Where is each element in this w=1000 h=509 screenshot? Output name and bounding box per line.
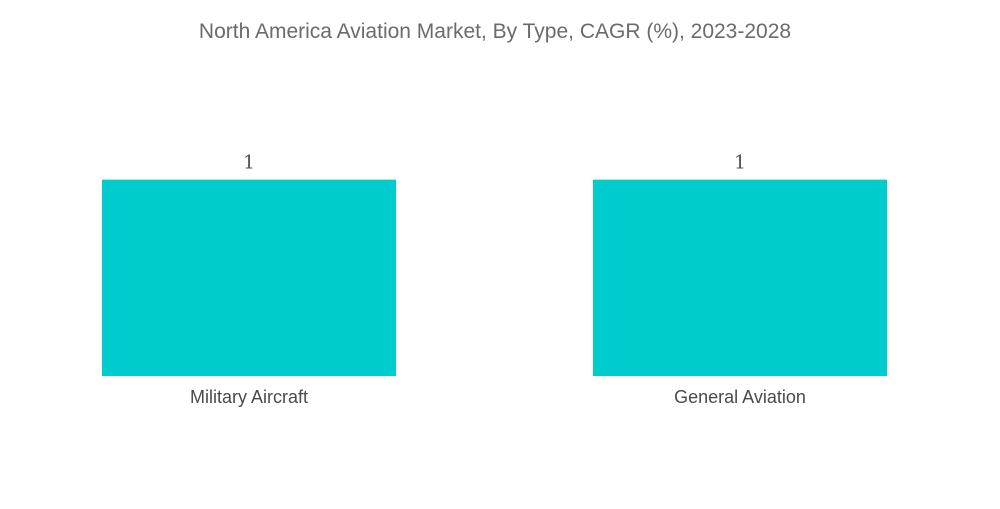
category-label: Military Aircraft: [190, 387, 308, 407]
data-label: 1: [734, 152, 746, 174]
bars-layer: [102, 179, 887, 376]
bar-military-aircraft: [102, 179, 396, 376]
category-label: General Aviation: [674, 387, 806, 407]
labels-layer: 1 Military Aircraft 1 General Aviation: [190, 152, 806, 407]
chart-title: North America Aviation Market, By Type, …: [199, 20, 791, 43]
bar-general-aviation: [593, 179, 887, 376]
data-label: 1: [243, 152, 255, 174]
